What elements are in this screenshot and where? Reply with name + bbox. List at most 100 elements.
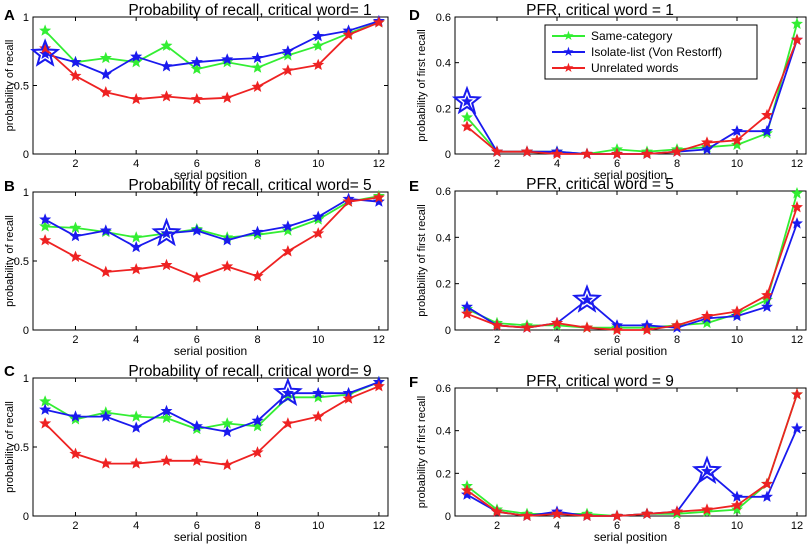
x-axis-label: serial position — [594, 168, 667, 182]
data-point-unrelated-words — [521, 509, 533, 522]
chart-title: Probability of recall, critical word= 5 — [128, 177, 371, 194]
panel-letter-e: E — [409, 178, 419, 195]
y-tick-label: 0 — [23, 325, 29, 337]
data-point-same-category — [39, 24, 52, 36]
data-point-unrelated-words — [39, 42, 52, 54]
data-point-unrelated-words — [251, 269, 264, 282]
x-tick-label: 12 — [373, 158, 385, 170]
data-point-unrelated-words — [671, 319, 683, 331]
x-tick-label: 8 — [674, 158, 680, 170]
data-point-isolate-list — [251, 414, 264, 426]
data-point-isolate-list — [190, 55, 203, 68]
data-point-unrelated-words — [160, 454, 173, 466]
data-point-unrelated-words — [791, 33, 803, 45]
data-point-isolate-list — [39, 403, 52, 415]
data-point-isolate-list — [160, 59, 173, 72]
data-point-unrelated-words — [372, 16, 385, 28]
data-point-isolate-list — [281, 44, 294, 57]
data-point-unrelated-words — [731, 498, 743, 511]
data-point-isolate-list — [130, 50, 143, 62]
panel-f: F 2 4 6 8 10 12 0 0.2 0.4 0.6 serial position proba… — [409, 373, 807, 544]
critical-item-star-marker — [151, 217, 182, 247]
data-point-same-category — [130, 410, 143, 422]
y-tick-label: 1 — [23, 187, 29, 199]
x-tick-label: 10 — [731, 520, 743, 532]
data-point-isolate-list — [69, 410, 82, 422]
data-point-same-category — [281, 224, 294, 236]
data-point-isolate-list — [99, 410, 112, 422]
data-point-same-category — [731, 138, 743, 150]
x-tick-label: 12 — [373, 520, 385, 532]
plot-frame-b — [32, 191, 389, 331]
x-tick-label: 4 — [133, 334, 139, 346]
y-axis-label: probability of recall — [4, 215, 16, 307]
x-tick-label: 10 — [731, 334, 743, 346]
x-tick-label: 12 — [791, 334, 803, 346]
plot-frame-c — [32, 377, 389, 517]
data-point-unrelated-words — [130, 457, 143, 469]
legend-marker-same-category: ★ — [563, 28, 575, 43]
y-axis-label: probability of recall — [4, 40, 16, 132]
plot-frame-a — [32, 16, 389, 155]
data-point-unrelated-words — [372, 191, 385, 203]
data-point-unrelated-words — [641, 507, 653, 519]
data-point-isolate-list — [221, 53, 234, 65]
data-point-unrelated-words — [160, 258, 173, 271]
panel-letter-b: B — [4, 178, 15, 195]
data-point-isolate-list — [130, 240, 143, 253]
data-point-isolate-list — [99, 224, 112, 236]
data-point-isolate-list — [160, 227, 173, 239]
y-tick-label: 1 — [23, 373, 29, 385]
data-point-unrelated-words — [221, 458, 234, 471]
data-point-isolate-list — [761, 300, 773, 312]
data-point-same-category — [251, 419, 264, 432]
data-point-unrelated-words — [761, 288, 773, 301]
y-tick-label: 0 — [445, 325, 451, 337]
x-tick-label: 4 — [554, 334, 560, 346]
data-point-isolate-list — [701, 464, 713, 477]
data-point-isolate-list — [39, 213, 52, 225]
series-line-same-category — [44, 21, 380, 70]
x-tick-label: 8 — [254, 334, 260, 346]
data-point-unrelated-words — [671, 145, 683, 157]
data-point-unrelated-words — [312, 58, 325, 71]
panel-letter-a: A — [4, 7, 15, 24]
y-tick-label: 0.5 — [14, 442, 29, 454]
y-tick-label: 0.6 — [436, 186, 451, 198]
data-point-isolate-list — [130, 421, 143, 433]
data-point-unrelated-words — [221, 260, 234, 272]
series-line-same-category — [466, 193, 798, 329]
series-line-unrelated-words — [44, 196, 380, 279]
x-tick-label: 6 — [194, 158, 200, 170]
data-point-same-category — [281, 49, 294, 61]
data-point-isolate-list — [312, 29, 325, 42]
data-point-unrelated-words — [611, 147, 623, 160]
data-point-unrelated-words — [190, 454, 203, 466]
data-point-unrelated-words — [701, 503, 713, 515]
x-tick-label: 8 — [254, 520, 260, 532]
data-point-isolate-list — [221, 233, 234, 246]
series-line-unrelated-words — [466, 39, 798, 155]
data-point-unrelated-words — [251, 446, 264, 458]
data-point-unrelated-words — [69, 447, 82, 459]
panel-a: A 2 4 6 8 10 12 0 0.5 1 serial position probabilit… — [4, 2, 389, 182]
x-tick-label: 2 — [72, 158, 78, 170]
data-point-isolate-list — [251, 225, 264, 238]
data-point-isolate-list — [251, 51, 264, 64]
data-point-same-category — [39, 220, 52, 232]
panel-letter-f: F — [409, 374, 418, 391]
legend-marker-isolate-list: ★ — [563, 44, 575, 59]
y-tick-label: 0.4 — [436, 232, 451, 244]
plot-frame-f — [454, 387, 807, 517]
data-point-unrelated-words — [99, 457, 112, 469]
legend-label-same-category: Same-category — [591, 29, 672, 43]
data-point-unrelated-words — [342, 392, 355, 404]
data-point-isolate-list — [99, 68, 112, 80]
data-point-same-category — [791, 17, 803, 29]
data-point-unrelated-words — [221, 91, 234, 103]
data-point-unrelated-words — [641, 147, 653, 160]
data-point-same-category — [160, 411, 173, 424]
series-line-unrelated-words — [466, 206, 798, 331]
y-tick-label: 0.5 — [14, 256, 29, 268]
